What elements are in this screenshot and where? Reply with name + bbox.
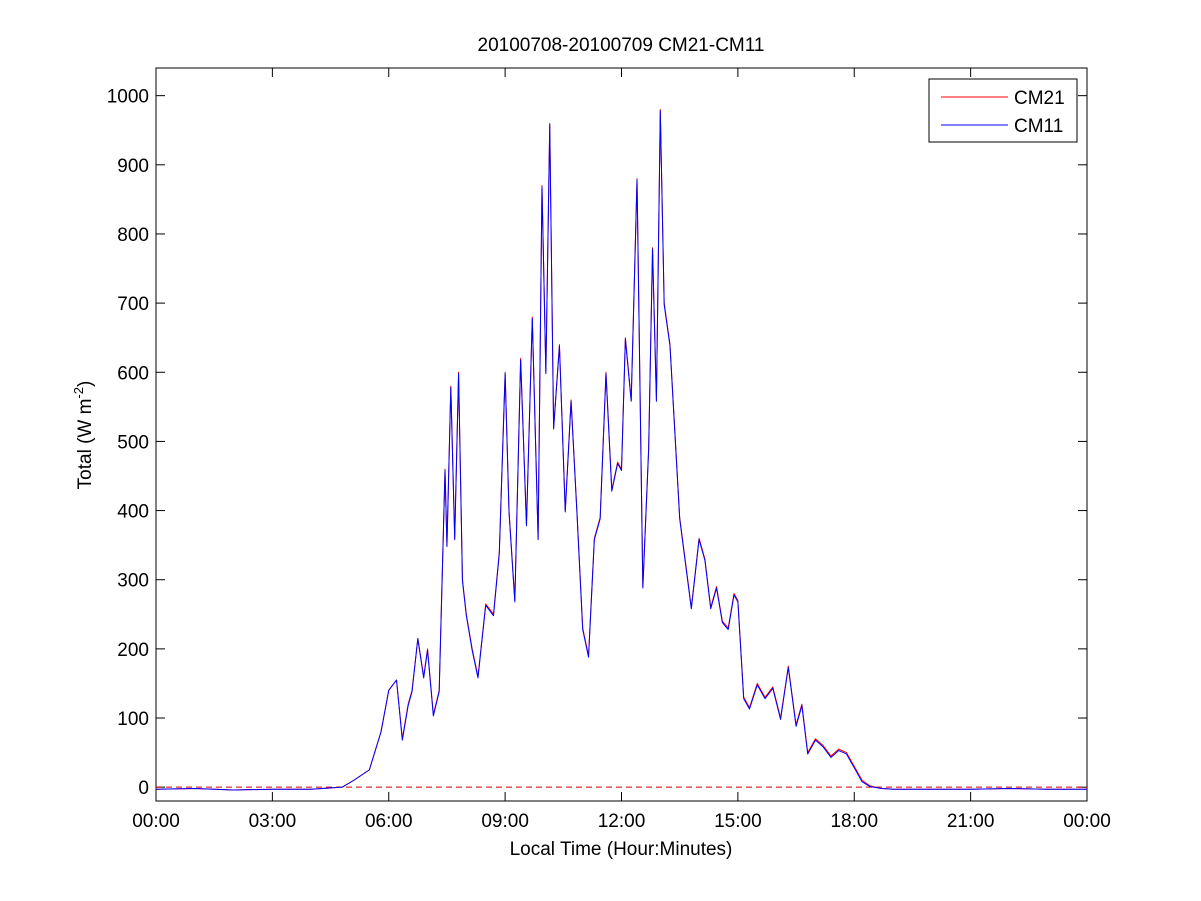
x-tick-label: 12:00 bbox=[598, 811, 646, 832]
y-tick-label: 800 bbox=[117, 225, 149, 246]
y-tick-label: 400 bbox=[117, 502, 149, 523]
legend-box bbox=[928, 78, 1078, 143]
y-tick-label: 200 bbox=[117, 640, 149, 661]
x-tick-label: 03:00 bbox=[249, 811, 297, 832]
x-tick-label: 15:00 bbox=[714, 811, 762, 832]
x-axis-label: Local Time (Hour:Minutes) bbox=[510, 839, 733, 860]
x-tick-label: 00:00 bbox=[1063, 811, 1111, 832]
y-axis-label: Total (W m-2) bbox=[71, 381, 96, 490]
tick-labels: 00:00 03:00 06:00 09:00 12:00 15:00 18:00 21:00… bbox=[107, 87, 1111, 832]
series-line-cm11 bbox=[155, 110, 1087, 791]
chart-title: 20100708-20100709 CM21-CM11 bbox=[478, 35, 765, 56]
plot-area bbox=[155, 67, 1088, 802]
legend-label-cm21: CM21 bbox=[1014, 88, 1065, 109]
axis-ticks bbox=[155, 68, 1088, 801]
y-tick-label: 600 bbox=[117, 363, 149, 384]
y-tick-label: 100 bbox=[117, 709, 149, 730]
x-tick-label: 21:00 bbox=[947, 811, 995, 832]
y-tick-label: 300 bbox=[117, 571, 149, 592]
y-tick-label: 700 bbox=[117, 294, 149, 315]
legend-label-cm11: CM11 bbox=[1014, 116, 1063, 137]
y-axis-label-main: Total (W m bbox=[75, 399, 96, 490]
x-tick-label: 00:00 bbox=[132, 811, 180, 832]
x-tick-label: 18:00 bbox=[830, 811, 878, 832]
y-tick-label: 1000 bbox=[107, 87, 149, 108]
y-tick-label: 0 bbox=[138, 778, 149, 799]
legend: CM21 CM11 bbox=[928, 78, 1078, 143]
y-axis-label-close: ) bbox=[75, 381, 96, 387]
y-tick-label: 500 bbox=[117, 432, 149, 453]
series-lines bbox=[155, 108, 1087, 791]
y-axis-label-superscript: -2 bbox=[71, 387, 86, 399]
y-tick-label: 900 bbox=[117, 156, 149, 177]
x-tick-label: 06:00 bbox=[365, 811, 413, 832]
x-tick-label: 09:00 bbox=[481, 811, 529, 832]
